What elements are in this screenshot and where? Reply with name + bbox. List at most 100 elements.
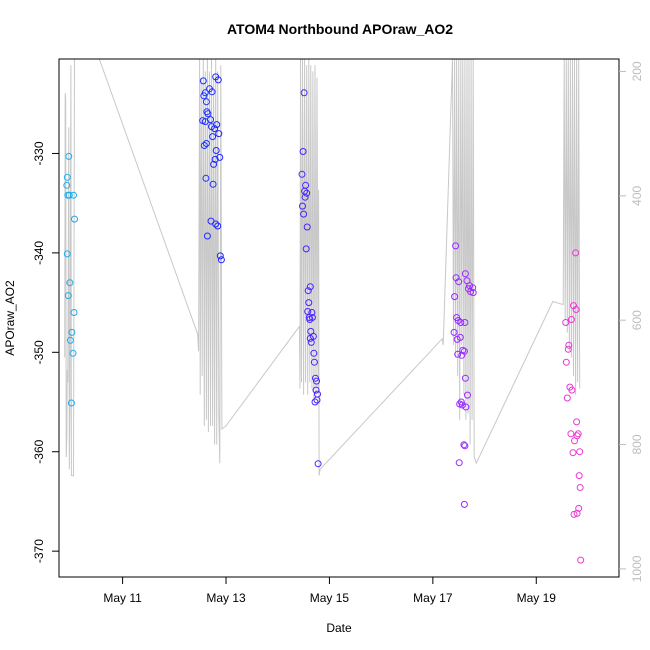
data-point: [469, 289, 477, 297]
data-point: [573, 509, 581, 517]
data-point: [212, 220, 220, 228]
data-point: [576, 484, 584, 491]
data-point: [64, 292, 72, 300]
data-point: [569, 449, 577, 457]
data-point: [70, 191, 77, 199]
data-point: [63, 181, 71, 189]
data-point: [216, 252, 224, 260]
data-point: [209, 133, 217, 141]
data-point: [305, 299, 313, 307]
data-point: [313, 377, 320, 385]
y-axis-label: APOraw_AO2: [3, 280, 17, 356]
data-point: [458, 351, 466, 359]
secondary-y-axis: 200 400 600 800 1000: [619, 61, 644, 582]
data-point: [304, 287, 312, 295]
data-point: [575, 504, 583, 512]
data-point: [464, 391, 471, 399]
data-point: [200, 92, 208, 100]
x-axis: May 11 May 13 May 15 May 17 May 19: [103, 577, 556, 605]
points-layer: [63, 73, 585, 564]
x-tick-label: May 19: [517, 591, 557, 605]
data-point: [65, 191, 73, 199]
data-point: [202, 140, 210, 147]
data-point: [214, 222, 222, 230]
data-point: [454, 350, 462, 358]
data-point: [212, 147, 220, 154]
y-tick-label: -370: [32, 539, 46, 563]
data-point: [208, 88, 216, 96]
data-point: [211, 155, 219, 163]
data-point: [300, 89, 308, 97]
data-point: [460, 441, 468, 449]
data-point: [303, 189, 311, 197]
data-point: [567, 430, 575, 438]
data-point: [313, 396, 321, 404]
data-point: [576, 448, 584, 456]
data-point: [67, 399, 75, 407]
y2-tick-label: 200: [630, 61, 644, 81]
data-point: [216, 153, 224, 161]
data-point: [564, 345, 572, 353]
data-point: [69, 349, 77, 357]
x-tick-label: May 15: [310, 591, 350, 605]
data-point: [215, 130, 223, 138]
data-point: [570, 510, 578, 518]
data-point: [66, 336, 74, 344]
data-point: [461, 374, 469, 382]
data-point: [572, 249, 580, 257]
data-point: [307, 338, 315, 346]
data-point: [299, 202, 306, 210]
data-point: [63, 173, 71, 181]
chart-title: ATOM4 Northbound APOraw_AO2: [227, 21, 453, 37]
data-point: [308, 314, 316, 321]
data-point: [314, 460, 322, 468]
data-point: [461, 319, 469, 326]
data-point: [71, 215, 78, 223]
y-tick-label: -360: [32, 439, 46, 463]
data-point: [452, 242, 460, 250]
data-point: [457, 398, 465, 406]
data-point: [565, 341, 573, 349]
data-point: [310, 358, 318, 366]
data-point: [199, 77, 207, 85]
data-point: [567, 316, 575, 323]
data-point: [303, 223, 311, 231]
secondary-series-line: [64, 58, 581, 477]
x-tick-label: May 11: [103, 591, 142, 605]
y-tick-label: -330: [32, 141, 46, 165]
data-point: [210, 160, 218, 168]
data-point: [202, 174, 210, 182]
data-point: [562, 358, 570, 366]
data-point: [455, 278, 463, 286]
data-point: [460, 500, 468, 508]
data-point: [573, 418, 581, 426]
data-point: [577, 556, 585, 564]
y-tick-label: -340: [32, 241, 46, 265]
data-point: [568, 386, 576, 394]
data-point: [469, 284, 477, 292]
data-point: [457, 319, 465, 326]
secondary-series-layer: [64, 58, 581, 477]
data-point: [450, 328, 458, 336]
data-point: [306, 334, 314, 342]
data-point: [302, 181, 310, 189]
x-axis-label: Date: [326, 621, 352, 635]
data-point: [217, 256, 225, 264]
plot-frame: [58, 58, 620, 578]
y2-tick-label: 800: [630, 434, 644, 454]
data-point: [455, 459, 463, 467]
data-point: [299, 148, 307, 155]
data-point: [301, 193, 309, 201]
data-point: [575, 472, 583, 480]
data-point: [203, 232, 211, 240]
data-point: [66, 279, 74, 287]
data-point: [573, 432, 581, 440]
y-tick-label: -350: [32, 340, 46, 364]
data-point: [204, 110, 212, 118]
data-point: [214, 76, 222, 84]
data-point: [458, 401, 466, 409]
y2-tick-label: 600: [630, 310, 644, 330]
data-point: [300, 210, 308, 218]
data-point: [572, 306, 580, 313]
